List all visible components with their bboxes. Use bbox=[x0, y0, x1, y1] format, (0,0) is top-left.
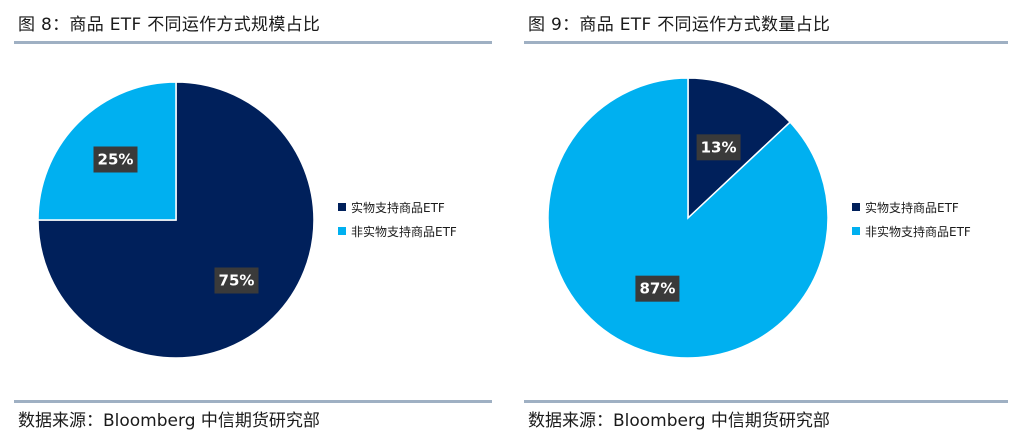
data-label: 25% bbox=[93, 146, 138, 173]
pie-chart-count: 13% 87% bbox=[547, 77, 829, 359]
data-label-text: 87% bbox=[639, 280, 675, 298]
legend-item-physical: 实物支持商品ETF bbox=[852, 198, 971, 216]
legend-item-nonphysical: 非实物支持商品ETF bbox=[338, 222, 457, 240]
legend-swatch-dark bbox=[338, 203, 346, 211]
chart-panel-left: 图 8：商品 ETF 不同运作方式规模占比 75% 25% 实物支持商品ETF 非… bbox=[0, 0, 500, 435]
source-divider bbox=[524, 400, 1008, 403]
legend-label: 实物支持商品ETF bbox=[865, 200, 959, 215]
source-note: 数据来源：Bloomberg 中信期货研究部 bbox=[528, 411, 830, 431]
data-label-box bbox=[93, 146, 138, 173]
data-label: 87% bbox=[635, 275, 680, 302]
chart-title: 图 9：商品 ETF 不同运作方式数量占比 bbox=[528, 15, 831, 35]
title-divider bbox=[524, 41, 1008, 44]
chart-title: 图 8：商品 ETF 不同运作方式规模占比 bbox=[18, 15, 321, 35]
legend-label: 非实物支持商品ETF bbox=[351, 224, 457, 239]
legend-swatch-light bbox=[338, 227, 346, 235]
data-label-box bbox=[214, 267, 259, 294]
data-label: 75% bbox=[214, 267, 259, 294]
legend-label: 实物支持商品ETF bbox=[351, 200, 445, 215]
data-label-text: 13% bbox=[701, 138, 737, 156]
legend-item-physical: 实物支持商品ETF bbox=[338, 198, 457, 216]
chart-panel-right: 图 9：商品 ETF 不同运作方式数量占比 13% 87% 实物支持商品ETF 非… bbox=[510, 0, 1016, 435]
data-label: 13% bbox=[696, 134, 741, 161]
legend-item-nonphysical: 非实物支持商品ETF bbox=[852, 222, 971, 240]
slice-nonphysical bbox=[547, 77, 829, 359]
legend: 实物支持商品ETF 非实物支持商品ETF bbox=[852, 198, 971, 246]
legend-swatch-dark bbox=[852, 203, 860, 211]
title-divider bbox=[14, 41, 492, 44]
data-label-box bbox=[696, 134, 741, 161]
source-divider bbox=[14, 400, 492, 403]
legend: 实物支持商品ETF 非实物支持商品ETF bbox=[338, 198, 457, 246]
data-label-text: 75% bbox=[219, 272, 255, 290]
data-label-text: 25% bbox=[98, 150, 134, 168]
data-label-box bbox=[635, 275, 680, 302]
legend-label: 非实物支持商品ETF bbox=[865, 224, 971, 239]
legend-swatch-light bbox=[852, 227, 860, 235]
pie-chart-scale: 75% 25% bbox=[37, 81, 315, 359]
source-note: 数据来源：Bloomberg 中信期货研究部 bbox=[18, 411, 320, 431]
